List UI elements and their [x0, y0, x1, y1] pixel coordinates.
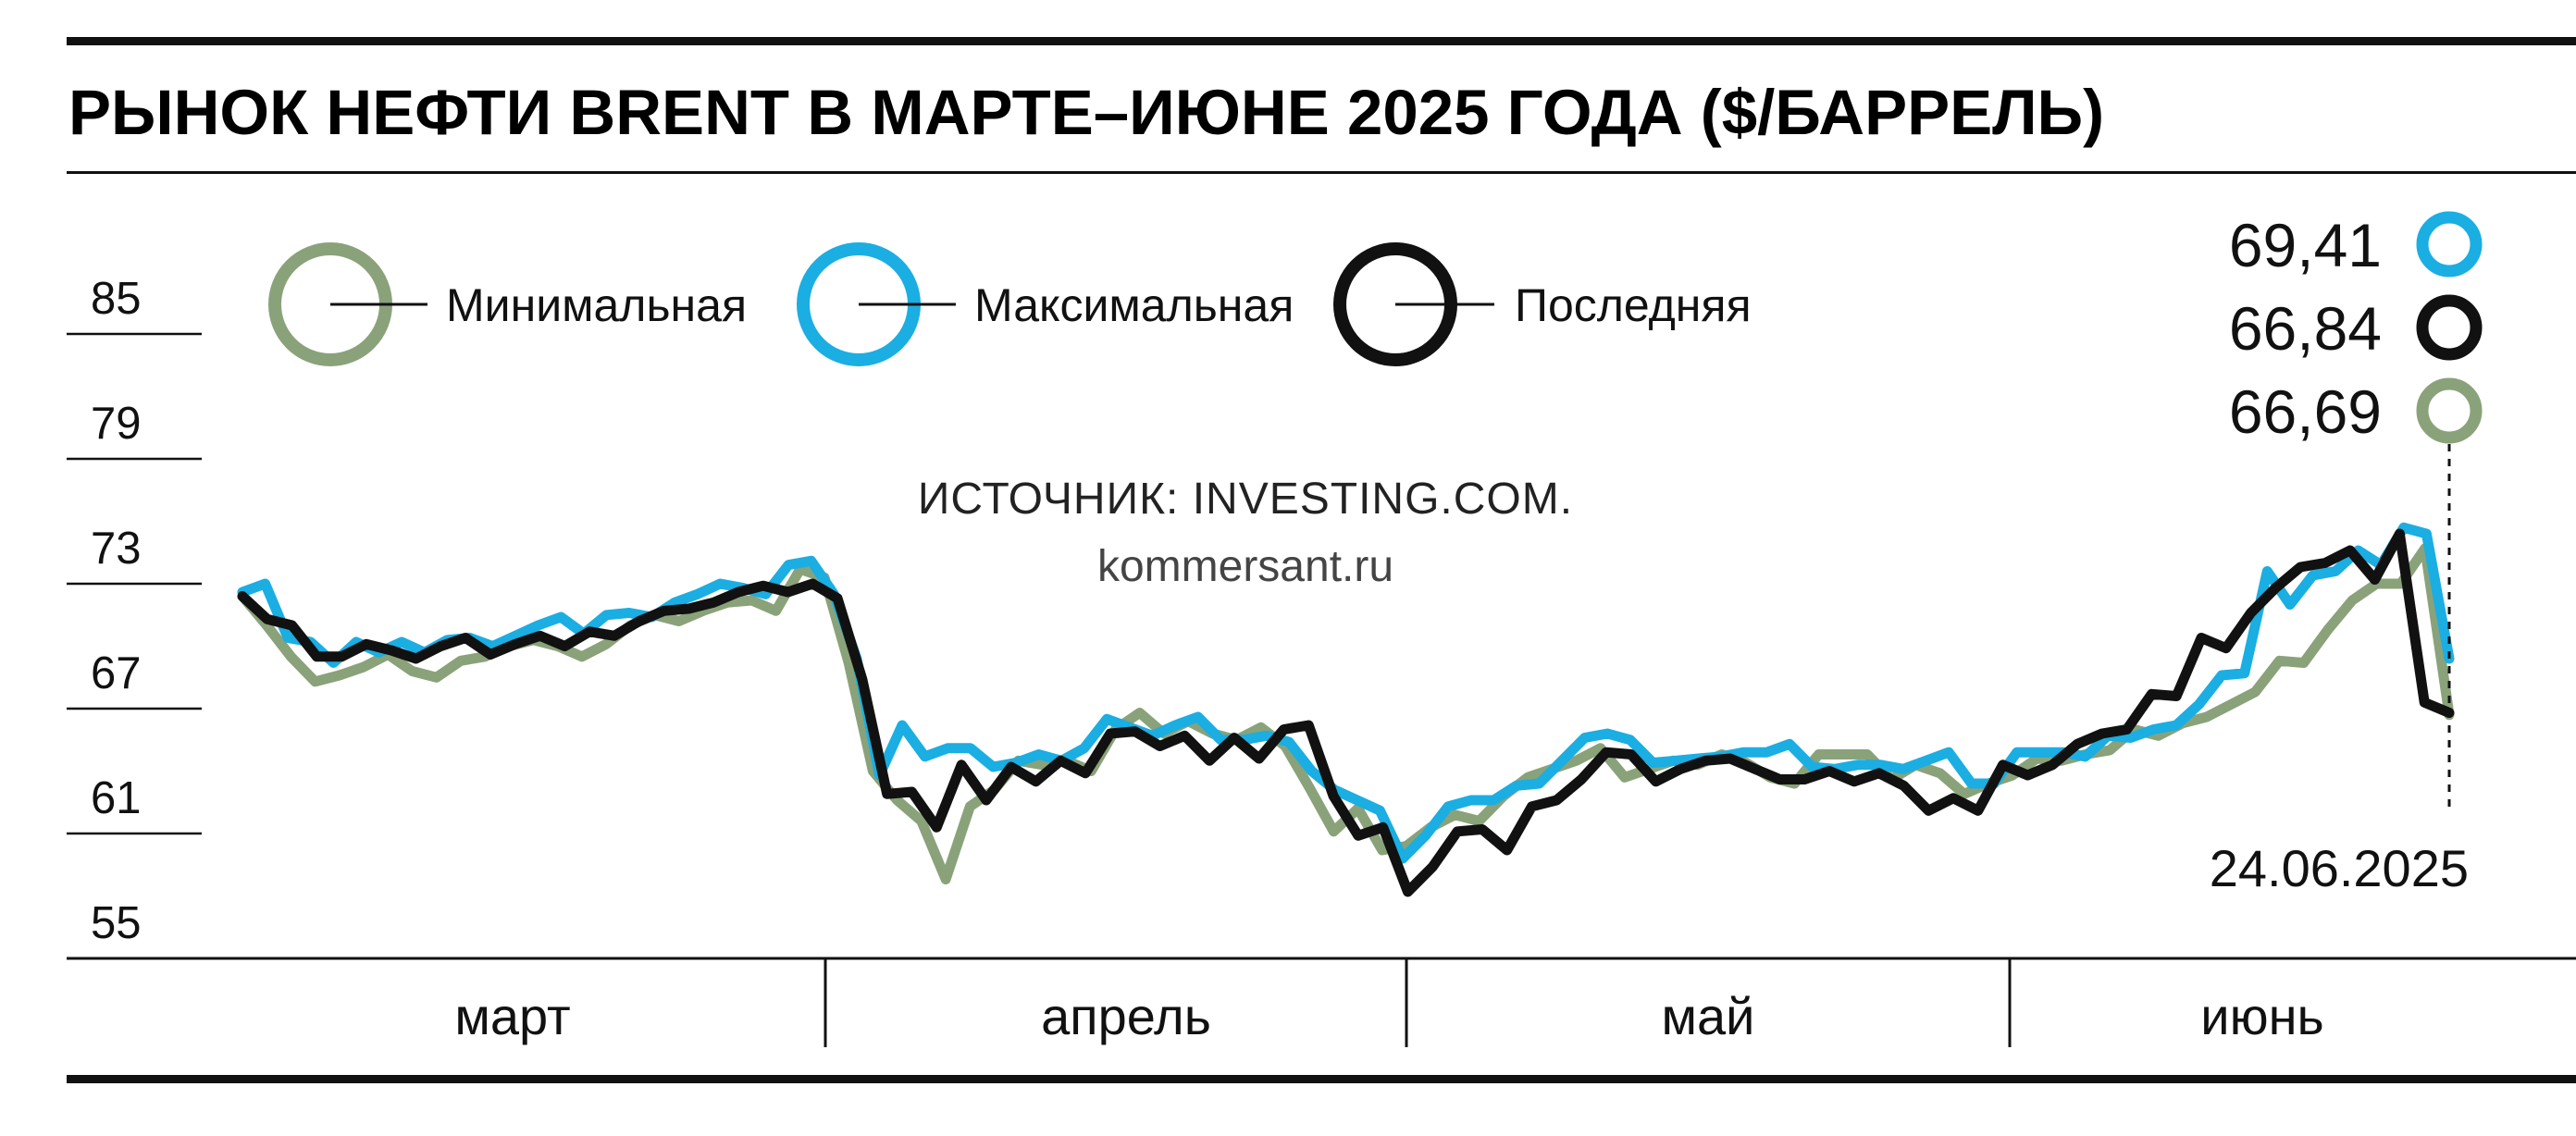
site-text: kommersant.ru	[1097, 542, 1393, 591]
bottom-rule	[67, 1075, 2576, 1083]
series-line-max	[237, 522, 2455, 864]
callout-last-marker	[2416, 294, 2483, 361]
series-line-min	[237, 543, 2455, 884]
callout-last-value: 66,84	[2229, 294, 2382, 363]
chart-title: РЫНОК НЕФТИ BRENT В МАРТЕ–ИЮНЕ 2025 ГОДА…	[68, 77, 2104, 148]
callout-max-marker	[2416, 211, 2483, 278]
legend-item-max: Максимальная	[797, 242, 1294, 366]
title-rule	[67, 171, 2576, 174]
series-layer	[237, 522, 2455, 897]
callouts: 69,41 66,84 66,69 24.06.2025	[2210, 211, 2483, 897]
x-axis: март апрель май июнь	[67, 957, 2576, 1047]
legend-item-last: Последняя	[1333, 242, 1752, 366]
source-text: ИСТОЧНИК: INVESTING.COM.	[918, 475, 1573, 524]
y-axis: 85 79 73 67 61 55	[67, 274, 202, 948]
month-label-2: апрель	[1041, 987, 1211, 1045]
legend-label-min: Минимальная	[446, 279, 747, 331]
month-label-3: май	[1662, 987, 1755, 1045]
last-date-label: 24.06.2025	[2210, 839, 2469, 897]
top-rule	[67, 37, 2576, 45]
callout-max-value: 69,41	[2229, 211, 2382, 279]
y-tick-label-61: 61	[91, 773, 142, 823]
legend-label-max: Максимальная	[974, 279, 1294, 331]
series-line-last	[237, 528, 2455, 897]
legend-label-last: Последняя	[1515, 279, 1752, 331]
legend-item-min: Минимальная	[268, 242, 747, 366]
y-tick-label-55: 55	[91, 898, 142, 948]
legend: Минимальная Максимальная Последняя	[268, 242, 1752, 366]
y-tick-label-67: 67	[91, 648, 142, 698]
y-tick-label-79: 79	[91, 399, 142, 449]
month-label-1: март	[454, 987, 570, 1045]
y-tick-label-73: 73	[91, 524, 142, 574]
callout-min-value: 66,69	[2229, 377, 2382, 446]
callout-min-marker	[2416, 377, 2483, 444]
month-label-4: июнь	[2200, 987, 2323, 1045]
y-tick-label-85: 85	[91, 274, 142, 324]
